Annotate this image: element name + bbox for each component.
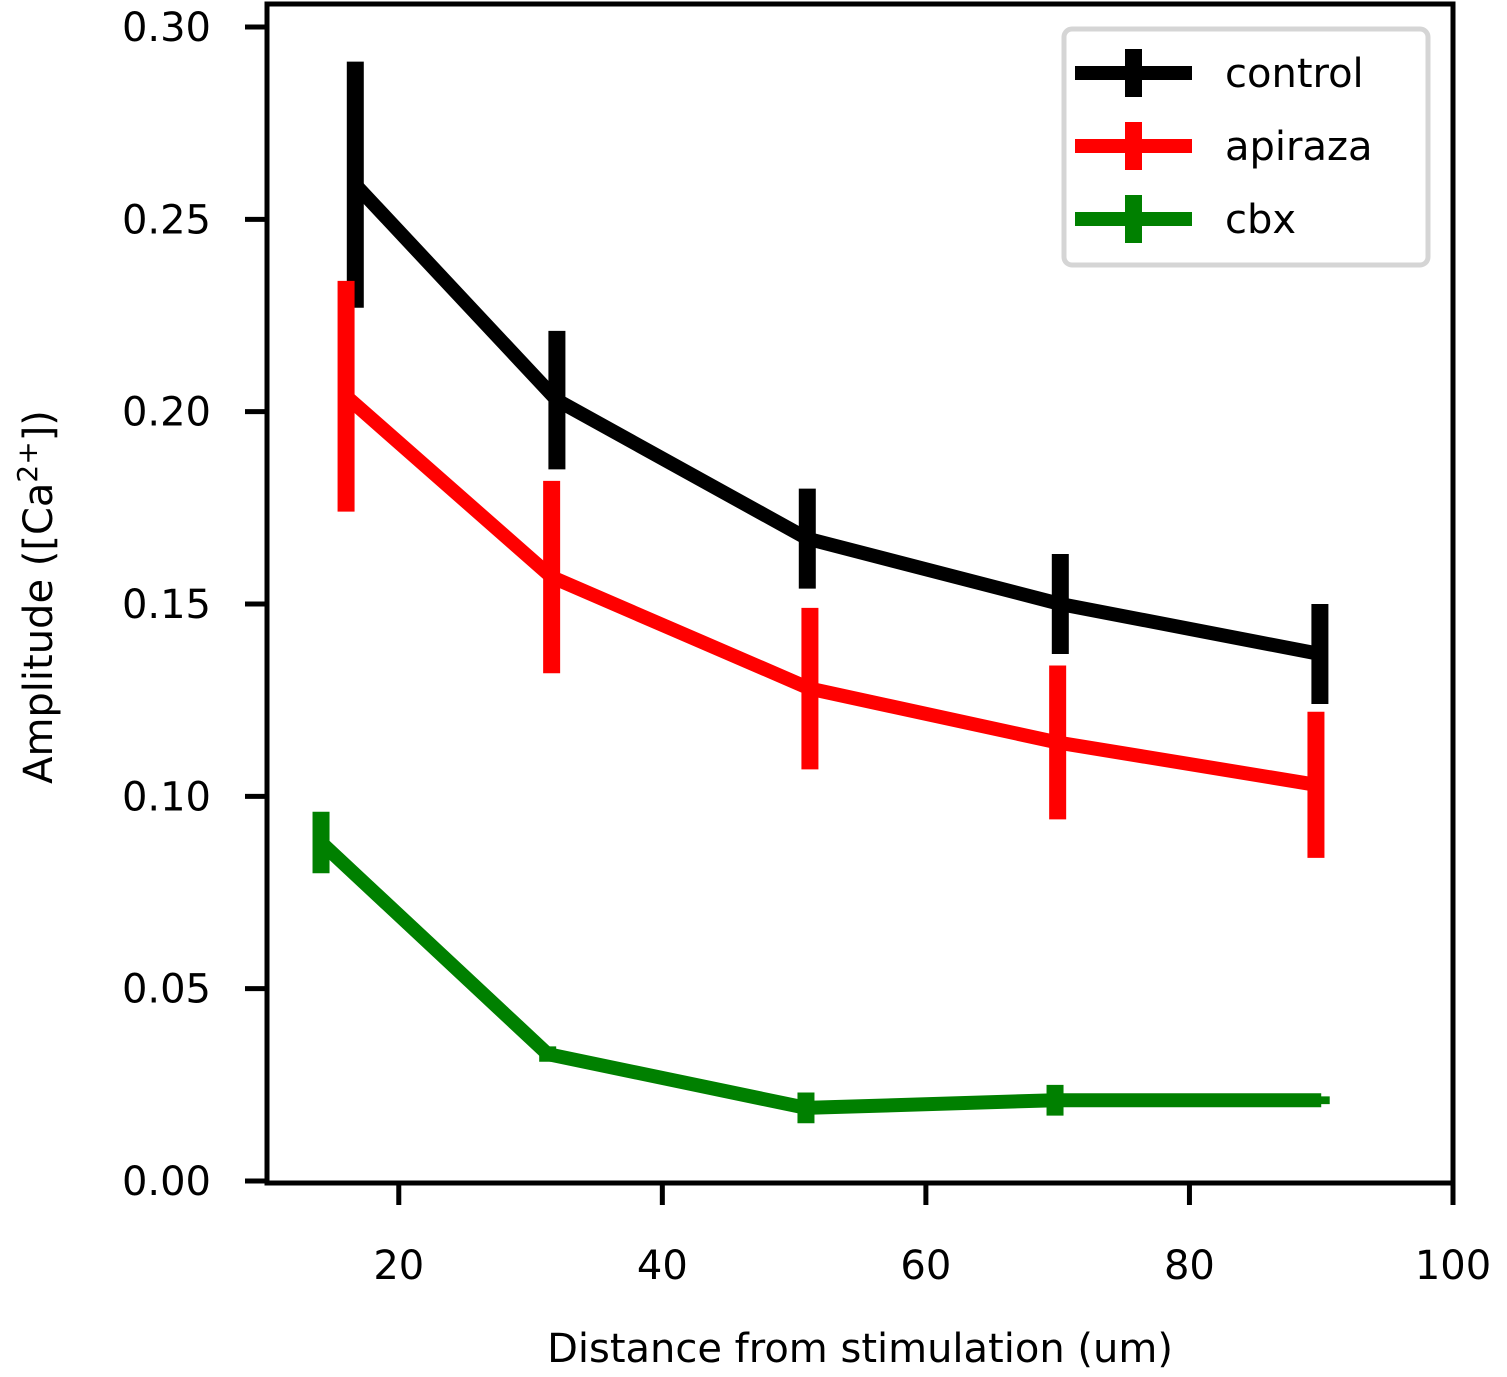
y-axis-label: Amplitude ([Ca2+]) xyxy=(11,410,62,784)
y-tick-label: 0.05 xyxy=(122,967,211,1013)
y-tick-label: 0.25 xyxy=(122,197,211,243)
legend: control apiraza cbx xyxy=(1061,26,1431,268)
y-axis: 0.00 0.05 0.10 0.15 0.20 0.25 0.30 xyxy=(122,5,267,1205)
legend-label-control: control xyxy=(1225,51,1364,97)
x-tick-label: 60 xyxy=(900,1243,951,1289)
series-layer xyxy=(312,61,1330,1124)
legend-label-cbx: cbx xyxy=(1225,197,1296,243)
legend-label-apiraza: apiraza xyxy=(1225,124,1372,170)
y-tick-label: 0.30 xyxy=(122,5,211,51)
y-axis-label-prefix: Amplitude ([Ca xyxy=(16,483,62,784)
x-tick-label: 20 xyxy=(373,1243,424,1289)
x-tick-label: 40 xyxy=(637,1243,688,1289)
y-tick-label: 0.20 xyxy=(122,390,211,436)
y-axis-label-superscript: 2+ xyxy=(11,441,44,482)
x-axis: 20 40 60 80 100 xyxy=(373,1183,1491,1289)
x-tick-label: 100 xyxy=(1415,1243,1491,1289)
y-axis-label-suffix: ]) xyxy=(16,410,62,441)
x-tick-label: 80 xyxy=(1164,1243,1215,1289)
plot-frame xyxy=(264,1,1456,1186)
y-tick-label: 0.00 xyxy=(122,1159,211,1205)
x-axis-label: Distance from stimulation (um) xyxy=(547,1326,1173,1372)
y-tick-label: 0.15 xyxy=(122,582,211,628)
y-tick-label: 0.10 xyxy=(122,774,211,820)
legend-box xyxy=(1061,26,1431,268)
